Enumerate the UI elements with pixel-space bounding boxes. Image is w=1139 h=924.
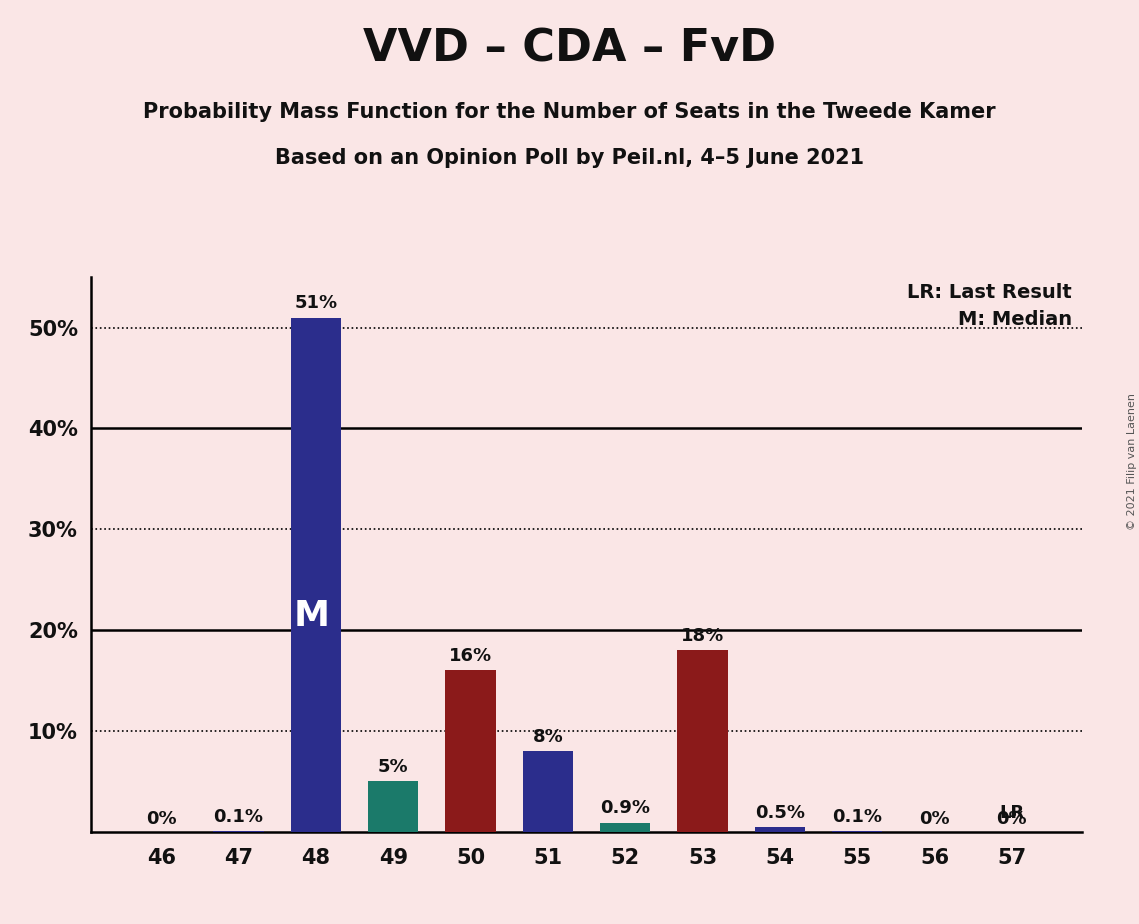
Bar	[600, 822, 650, 832]
Text: 0.1%: 0.1%	[833, 808, 883, 825]
Text: 0%: 0%	[919, 809, 950, 828]
Text: Probability Mass Function for the Number of Seats in the Tweede Kamer: Probability Mass Function for the Number…	[144, 102, 995, 122]
Text: 0.1%: 0.1%	[214, 808, 263, 825]
Text: 8%: 8%	[533, 728, 564, 746]
Text: 0%: 0%	[997, 809, 1027, 828]
Text: 0.5%: 0.5%	[755, 804, 805, 821]
Bar	[523, 751, 573, 832]
Bar	[368, 781, 418, 832]
Bar	[445, 670, 495, 832]
Text: LR: LR	[999, 804, 1024, 821]
Text: 16%: 16%	[449, 648, 492, 665]
Text: 5%: 5%	[378, 759, 409, 776]
Text: LR: Last Result: LR: Last Result	[908, 283, 1072, 302]
Text: 0.9%: 0.9%	[600, 799, 650, 818]
Text: M: M	[294, 599, 330, 633]
Bar	[290, 318, 341, 832]
Text: 18%: 18%	[681, 627, 724, 645]
Text: 0%: 0%	[146, 809, 177, 828]
Text: 51%: 51%	[294, 295, 337, 312]
Text: M: Median: M: Median	[958, 310, 1072, 330]
Bar	[678, 650, 728, 832]
Bar	[213, 831, 264, 832]
Text: © 2021 Filip van Laenen: © 2021 Filip van Laenen	[1126, 394, 1137, 530]
Text: VVD – CDA – FvD: VVD – CDA – FvD	[363, 28, 776, 71]
Bar	[755, 827, 805, 832]
Text: Based on an Opinion Poll by Peil.nl, 4–5 June 2021: Based on an Opinion Poll by Peil.nl, 4–5…	[274, 148, 865, 168]
Bar	[833, 831, 883, 832]
